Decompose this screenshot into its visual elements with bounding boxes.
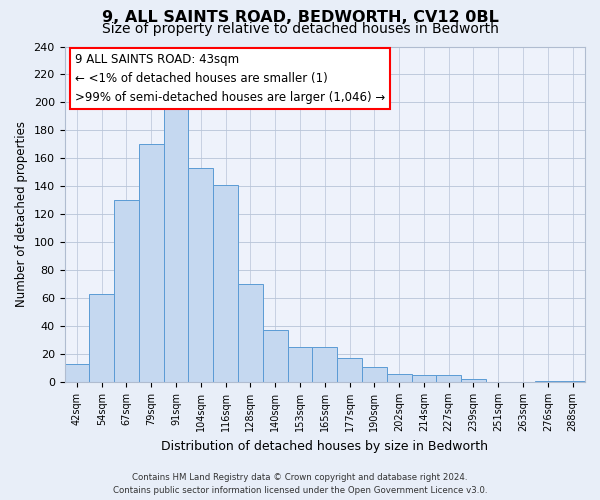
Text: 9 ALL SAINTS ROAD: 43sqm
← <1% of detached houses are smaller (1)
>99% of semi-d: 9 ALL SAINTS ROAD: 43sqm ← <1% of detach… <box>75 53 385 104</box>
Text: Size of property relative to detached houses in Bedworth: Size of property relative to detached ho… <box>101 22 499 36</box>
Bar <box>313 347 337 382</box>
Bar <box>412 375 436 382</box>
Bar <box>188 168 213 382</box>
Bar <box>560 380 585 382</box>
Bar <box>65 364 89 382</box>
Bar <box>287 347 313 382</box>
Text: Contains HM Land Registry data © Crown copyright and database right 2024.
Contai: Contains HM Land Registry data © Crown c… <box>113 474 487 495</box>
X-axis label: Distribution of detached houses by size in Bedworth: Distribution of detached houses by size … <box>161 440 488 452</box>
Bar <box>164 102 188 382</box>
Bar <box>114 200 139 382</box>
Bar <box>362 366 387 382</box>
Text: 9, ALL SAINTS ROAD, BEDWORTH, CV12 0BL: 9, ALL SAINTS ROAD, BEDWORTH, CV12 0BL <box>101 10 499 25</box>
Bar <box>139 144 164 382</box>
Bar <box>461 379 486 382</box>
Y-axis label: Number of detached properties: Number of detached properties <box>15 121 28 307</box>
Bar <box>263 330 287 382</box>
Bar <box>535 380 560 382</box>
Bar <box>436 375 461 382</box>
Bar <box>337 358 362 382</box>
Bar <box>387 374 412 382</box>
Bar <box>89 294 114 382</box>
Bar <box>213 185 238 382</box>
Bar <box>238 284 263 382</box>
